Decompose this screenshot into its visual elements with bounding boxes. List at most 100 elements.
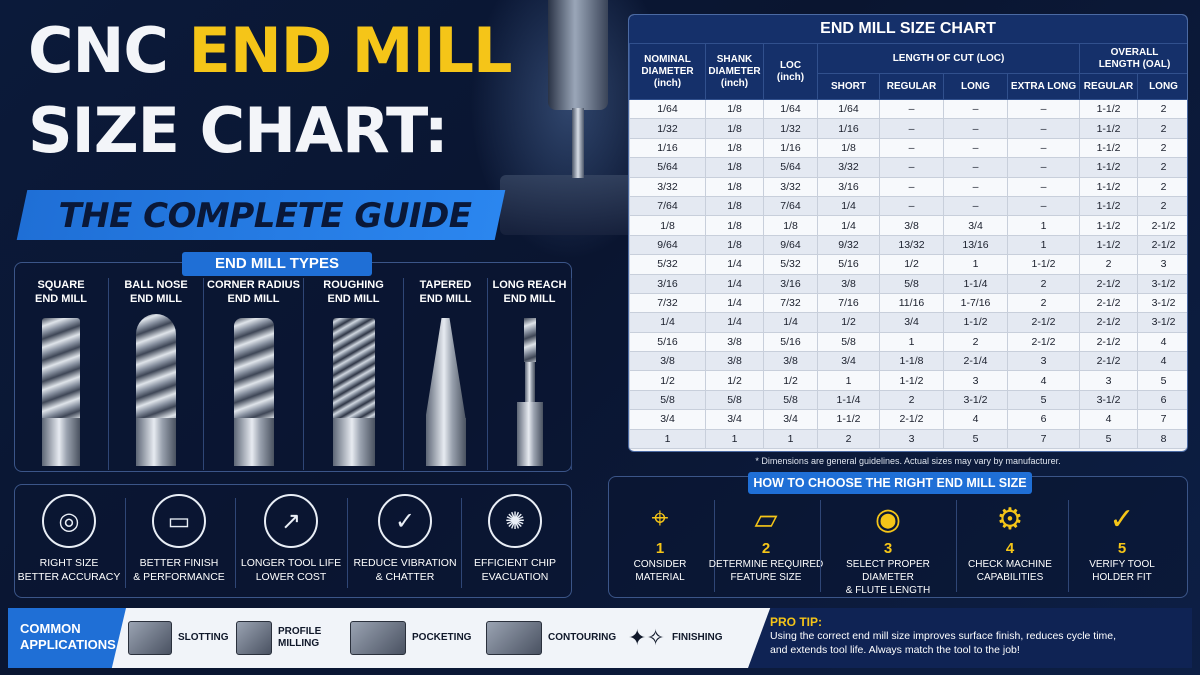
choose-panel [608, 476, 1188, 598]
type-roughing: ROUGHING END MILL [304, 278, 404, 470]
title-end-mill: END MILL [188, 14, 512, 87]
table-row: 3/4 3/4 3/4 1-1/2 2-1/2 4 6 4 7 [629, 409, 1187, 430]
table-row: 5/8 5/8 5/8 1-1/4 2 3-1/2 5 3-1/2 6 [629, 389, 1187, 411]
app-pocketing: POCKETING [350, 620, 471, 656]
table-cell: 2-1/2 [1079, 273, 1139, 294]
table-cell: 1/2 [763, 370, 818, 391]
table-cell: 1-1/2 [1079, 137, 1139, 159]
table-cell: 5/16 [629, 331, 706, 353]
type-label: TAPERED END MILL [419, 279, 472, 305]
table-cell: 7/16 [817, 292, 880, 314]
table-cell: 2-1/2 [1079, 312, 1139, 333]
table-cell: 3/32 [629, 176, 706, 197]
divider [125, 498, 126, 588]
table-cell: 2-1/4 [943, 351, 1008, 372]
guide-title: THE COMPLETE GUIDE [58, 196, 472, 236]
divider [1068, 500, 1069, 592]
table-cell: 13/16 [943, 234, 1008, 256]
table-cell: 5/8 [817, 331, 880, 353]
table-cell: 3/32 [817, 157, 880, 178]
table-cell: 7/64 [763, 195, 818, 217]
header-shank-diameter: SHANK DIAMETER (inch) [705, 43, 764, 100]
table-cell: 6 [1006, 409, 1081, 430]
step-number: 1 [655, 540, 665, 557]
table-cell: 3 [1079, 370, 1139, 391]
spindle-tool-image [572, 108, 584, 178]
table-cell: 1 [817, 370, 880, 391]
table-cell: 2 [1137, 118, 1187, 139]
table-cell: 1 [629, 428, 706, 450]
table-cell: 1-1/2 [1079, 98, 1139, 120]
square-end-mill-image [42, 318, 80, 418]
table-cell: 5/16 [817, 254, 880, 275]
target-icon: ◎ [42, 494, 96, 548]
table-cell: 2-1/2 [1137, 234, 1187, 256]
table-cell: 3/4 [629, 409, 706, 430]
table-cell: 3/16 [629, 273, 706, 294]
table-cell: – [879, 98, 944, 120]
table-cell: 4 [1079, 409, 1139, 430]
table-cell: 5/8 [879, 273, 944, 294]
table-cell: 5/32 [629, 254, 706, 275]
table-cell: 9/64 [763, 234, 818, 256]
table-cell: 3/8 [705, 351, 764, 372]
table-cell: 1-1/2 [1079, 157, 1139, 178]
table-cell: 1/8 [705, 215, 764, 236]
table-cell: 5/16 [763, 331, 818, 353]
table-cell: 3/16 [817, 176, 880, 197]
app-contouring: CONTOURING [486, 620, 616, 656]
table-cell: 1/8 [705, 176, 764, 197]
type-label: LONG REACH END MILL [492, 279, 567, 305]
table-cell: 1-1/2 [817, 409, 880, 430]
table-cell: 1-7/16 [943, 292, 1008, 314]
table-cell: 2-1/2 [1137, 215, 1187, 236]
table-cell: 1-1/8 [879, 351, 944, 372]
table-cell: 1-1/2 [879, 370, 944, 391]
ball-nose-end-mill-shank [136, 418, 176, 466]
table-cell: 3-1/2 [1137, 312, 1187, 333]
check-circle-icon: ✓ [1109, 502, 1135, 536]
header-oal-long: LONG [1137, 73, 1187, 100]
chips-icon: ✺ [488, 494, 542, 548]
table-row: 7/64 1/8 7/64 1/4– – –1-1/2 2 [629, 195, 1187, 217]
table-cell: – [1006, 98, 1081, 120]
table-cell: 3 [1006, 351, 1081, 372]
table-row: 5/32 1/4 5/32 5/16 1/2 1 1-1/2 2 3 [629, 254, 1187, 275]
header-loc: LOC (inch) [763, 43, 818, 100]
table-cell: 2-1/2 [1006, 312, 1081, 333]
title-cnc: CNC [28, 14, 169, 87]
table-cell: – [943, 176, 1008, 197]
table-cell: 5 [943, 428, 1008, 450]
roughing-end-mill-shank [332, 418, 375, 466]
table-cell: 1 [879, 331, 944, 353]
table-cell: 1/16 [763, 137, 818, 159]
table-cell: – [879, 176, 944, 197]
table-cell: 4 [943, 409, 1008, 430]
divider [347, 498, 348, 588]
table-cell: 3 [1137, 254, 1187, 275]
benefit-vibration: ✓ REDUCE VIBRATION & CHATTER [350, 490, 460, 594]
ruler-icon: ▱ [754, 502, 778, 536]
table-cell: 1/32 [629, 118, 706, 139]
table-cell: 1/4 [705, 292, 764, 314]
table-cell: 2-1/2 [879, 409, 944, 430]
table-row: 1/8 1/8 1/8 1/4 3/8 3/4 1 1-1/2 2-1/2 [629, 215, 1187, 236]
table-cell: – [943, 195, 1008, 217]
table-cell: 2-1/2 [1006, 331, 1081, 353]
finishing-icon: ✦✧ [628, 625, 665, 650]
step-number: 2 [761, 540, 771, 557]
table-cell: 1/2 [879, 254, 944, 275]
type-long-reach: LONG REACH END MILL [488, 278, 572, 470]
page-title-line1: CNC END MILL [28, 20, 513, 82]
table-cell: 2 [817, 428, 880, 450]
step-3: ◉ 3 SELECT PROPER DIAMETER & FLUTE LENGTH [822, 498, 954, 597]
table-row: 1/32 1/8 1/32 1/16– – –1-1/2 2 [629, 118, 1187, 139]
header-overall-length: OVERALL LENGTH (OAL) [1079, 43, 1187, 74]
table-cell: 5/32 [763, 254, 818, 275]
spindle-image [548, 0, 608, 110]
pro-tip-title: PRO TIP: [770, 615, 823, 629]
table-cell: 2 [1079, 254, 1139, 275]
page-title-line2: SIZE CHART: [28, 94, 449, 167]
table-cell: – [1006, 157, 1081, 178]
